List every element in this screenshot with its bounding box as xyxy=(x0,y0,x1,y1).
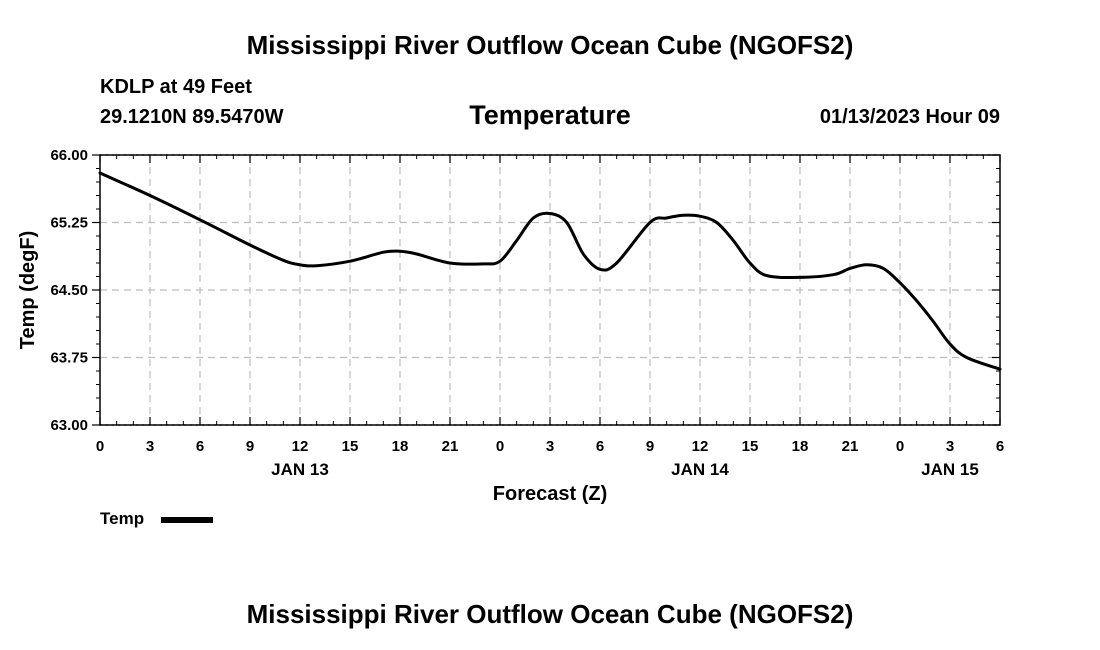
chart-title: Mississippi River Outflow Ocean Cube (NG… xyxy=(246,30,854,60)
x-tick-label: 6 xyxy=(196,438,204,455)
station-coordinates: 29.1210N 89.5470W xyxy=(100,106,284,128)
x-tick-label: 0 xyxy=(96,438,104,455)
legend-label: Temp xyxy=(100,509,145,528)
x-tick-label: 21 xyxy=(842,438,859,455)
y-tick-label: 66.00 xyxy=(50,147,88,164)
temp-series-line xyxy=(98,171,1002,371)
x-tick-label: 3 xyxy=(146,438,154,455)
x-tick-label: 3 xyxy=(946,438,954,455)
y-tick-label: 63.00 xyxy=(50,417,88,434)
tick-labels: 0 3 6 9 12 15 18 21 0 3 6 9 12 15 18 21 0 3 6 JAN 13 JAN 14 J… xyxy=(50,147,1004,479)
variable-title: Temperature xyxy=(469,100,631,130)
x-tick-label: 6 xyxy=(996,438,1004,455)
y-tick-label: 63.75 xyxy=(50,350,88,367)
station-label: KDLP at 49 Feet xyxy=(100,76,252,98)
y-tick-label: 65.25 xyxy=(50,215,88,232)
footer-title: Mississippi River Outflow Ocean Cube (NG… xyxy=(246,599,854,629)
x-tick-label: 21 xyxy=(442,438,459,455)
x-tick-label: 15 xyxy=(742,438,759,455)
date-label: JAN 15 xyxy=(921,460,979,479)
y-axis-label: Temp (degF) xyxy=(17,231,39,350)
x-tick-label: 3 xyxy=(546,438,554,455)
date-label: JAN 14 xyxy=(671,460,729,479)
date-label: JAN 13 xyxy=(271,460,329,479)
grid-lines xyxy=(100,154,1000,426)
valid-time: 01/13/2023 Hour 09 xyxy=(819,106,1000,128)
x-tick-label: 9 xyxy=(246,438,254,455)
x-tick-label: 0 xyxy=(896,438,904,455)
x-tick-label: 18 xyxy=(792,438,809,455)
x-tick-label: 12 xyxy=(692,438,709,455)
x-tick-label: 6 xyxy=(596,438,604,455)
legend-swatch xyxy=(161,517,213,523)
y-tick-label: 64.50 xyxy=(50,282,88,299)
x-tick-label: 12 xyxy=(292,438,309,455)
x-tick-label: 15 xyxy=(342,438,359,455)
axis-ticks xyxy=(92,154,1001,426)
x-tick-label: 18 xyxy=(392,438,409,455)
x-tick-label: 0 xyxy=(496,438,504,455)
x-tick-label: 9 xyxy=(646,438,654,455)
x-axis-label: Forecast (Z) xyxy=(493,483,607,505)
